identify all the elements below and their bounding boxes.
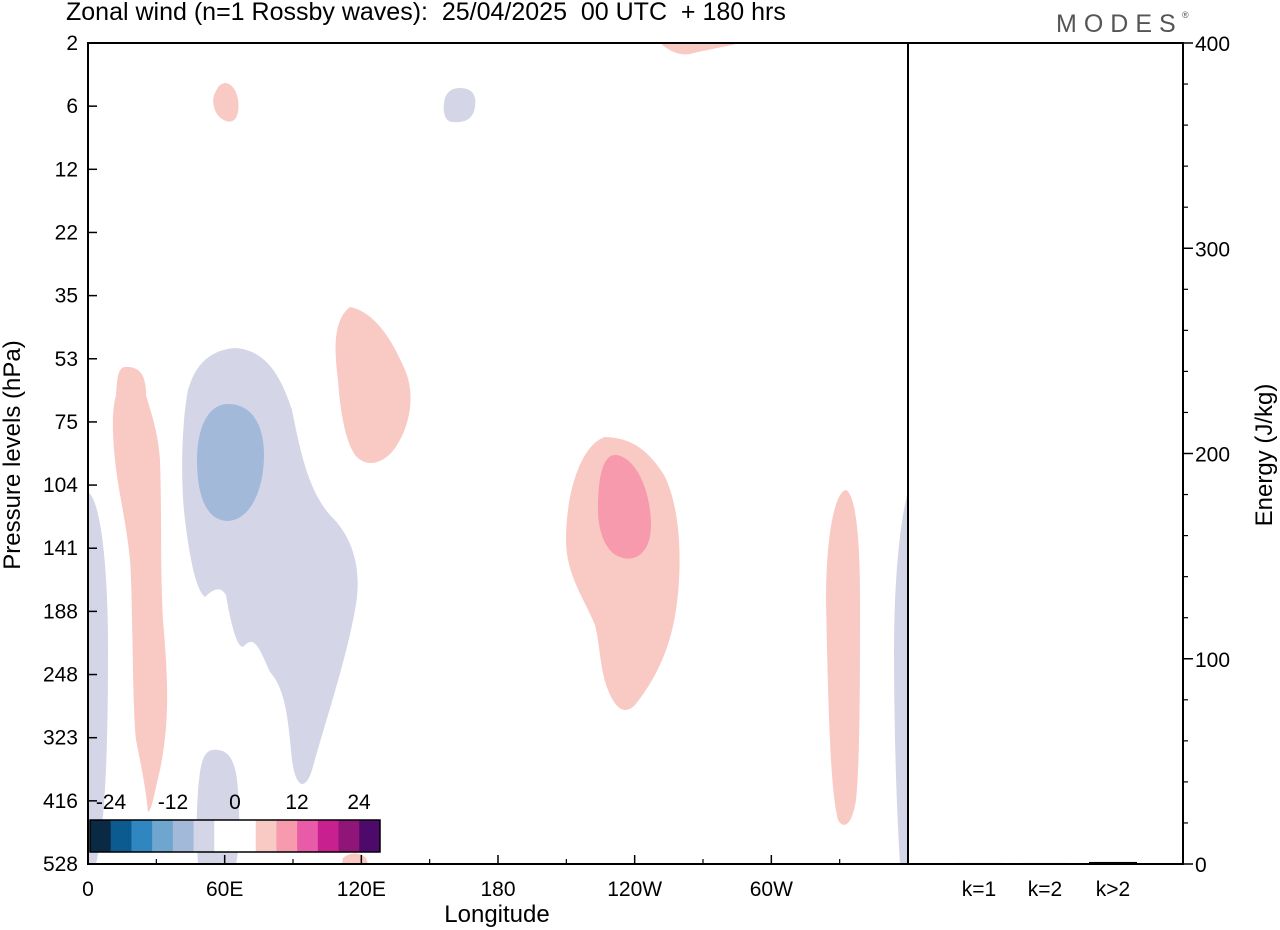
contour-pos-weak-column (112, 366, 168, 812)
contour-pos-weak-upper-left (213, 83, 239, 122)
energy-tick-label: 200 (1195, 444, 1230, 467)
contour-neg-weak-right-edge (894, 492, 908, 864)
y-tick-label: 2 (66, 32, 78, 55)
x-axis: 0 60E 120E 180 120W 60W (82, 855, 841, 901)
x-axis-title: Longitude (444, 901, 549, 928)
contour-pos-mid (598, 454, 651, 559)
colorbar-swatch (214, 820, 236, 852)
colorbar-label: -24 (96, 791, 127, 814)
energy-tick-label: 400 (1195, 33, 1230, 56)
y-tick-label: 416 (43, 790, 78, 813)
y-tick-label: 323 (43, 727, 78, 750)
energy-category-label: k>2 (1096, 878, 1130, 901)
contour-pos-weak-top (660, 43, 740, 55)
energy-panel-frame (907, 42, 1184, 865)
y-axis-title: Pressure levels (hPa) (0, 340, 26, 569)
y-tick-label: 528 (43, 853, 78, 876)
x-tick-label: 60E (206, 878, 243, 901)
contour-pos-weak-right (826, 490, 860, 825)
contour-neg-weak-main (182, 348, 358, 784)
x-tick-label: 60W (750, 878, 793, 901)
modes-logo: MODES (1056, 10, 1183, 38)
colorbar-swatch (152, 820, 174, 852)
energy-category-label: k=1 (962, 878, 996, 901)
energy-bar (1021, 862, 1069, 864)
registered-mark: ® (1182, 10, 1189, 20)
x-tick-label: 0 (82, 878, 94, 901)
y-tick-label: 22 (55, 221, 78, 244)
colorbar-swatch (276, 820, 298, 852)
colorbar-swatch (193, 820, 215, 852)
colorbar-frame (89, 819, 381, 853)
energy-bar (955, 862, 1003, 864)
colorbar-swatch (90, 820, 112, 852)
contour-field (88, 43, 908, 864)
y-tick-label: 75 (55, 411, 78, 434)
colorbar-swatch (172, 820, 195, 852)
x-tick-label: 120W (607, 878, 662, 901)
energy-bar (1089, 861, 1137, 864)
energy-axis: 0 100 200 300 400 (1183, 33, 1230, 877)
colorbar-swatch (359, 820, 381, 852)
y-tick-label: 248 (43, 664, 78, 687)
contour-pos-weak-mid (335, 307, 411, 463)
contour-neg-weak-left-edge (88, 492, 108, 864)
contour-neg-mid (197, 404, 264, 521)
colorbar-label: 12 (285, 791, 308, 814)
colorbar-swatch (131, 820, 153, 852)
colorbar-swatch (235, 820, 257, 852)
x-tick-label: 180 (480, 878, 515, 901)
energy-category-label: k=2 (1028, 878, 1062, 901)
energy-axis-title: Energy (J/kg) (1251, 384, 1278, 527)
colorbar-swatch (110, 820, 132, 852)
contour-pos-weak-bottom (342, 853, 368, 864)
x-tick-label: 120E (337, 878, 386, 901)
y-tick-label: 188 (43, 600, 78, 623)
energy-tick-label: 100 (1195, 649, 1230, 672)
y-tick-label: 35 (55, 285, 78, 308)
y-tick-label: 6 (66, 95, 78, 118)
energy-tick-label: 300 (1195, 238, 1230, 261)
colorbar-swatch (297, 820, 319, 852)
contour-neg-weak-upper (443, 88, 476, 123)
energy-tick-label: 0 (1195, 854, 1207, 877)
contour-pos-weak-center (566, 437, 680, 710)
y-tick-label: 104 (43, 474, 78, 497)
y-tick-label: 53 (55, 348, 78, 371)
colorbar-swatch (338, 820, 360, 852)
y-tick-label: 141 (43, 537, 78, 560)
colorbar-label: 24 (347, 791, 371, 814)
y-axis: 2 6 12 22 35 53 75 104 141 188 248 323 416 528 (43, 32, 97, 876)
chart-title: Zonal wind (n=1 Rossby waves): 25/04/202… (66, 0, 786, 26)
y-tick-label: 12 (55, 158, 78, 181)
colorbar-label: 0 (229, 791, 241, 814)
energy-bars: k=1 k=2 k>2 (955, 861, 1137, 901)
colorbar-swatch (317, 820, 340, 852)
colorbar: -24 -12 0 12 24 (89, 791, 381, 853)
colorbar-label: -12 (158, 791, 188, 814)
colorbar-swatch (255, 820, 277, 852)
